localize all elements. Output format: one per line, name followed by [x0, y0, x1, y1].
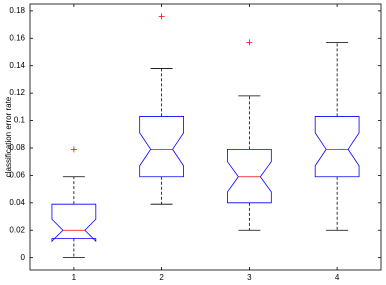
y-tick-label: 0.18 [9, 6, 25, 15]
notched-box [51, 203, 97, 243]
x-tick-label: 3 [247, 273, 252, 282]
outlier [158, 13, 165, 20]
x-tick-label: 2 [159, 273, 164, 282]
x-tick-label: 4 [335, 273, 340, 282]
outlier [246, 39, 253, 46]
notched-box [227, 148, 272, 204]
notched-box [314, 116, 360, 178]
y-tick-label: 0 [21, 253, 26, 262]
axes-box [29, 3, 382, 271]
outlier [70, 146, 77, 153]
y-tick-label: 0.08 [9, 143, 25, 152]
y-tick-label: 0.06 [9, 171, 25, 180]
notched-box [139, 116, 184, 178]
y-tick-label: 0.14 [9, 61, 25, 70]
y-tick-label: 0.12 [9, 88, 25, 97]
y-tick-label: 0.1 [14, 116, 26, 125]
y-tick-label: 0.04 [9, 198, 25, 207]
x-tick-label: 1 [72, 273, 77, 282]
y-axis-label: classification error rate [4, 96, 13, 177]
y-tick-label: 0.02 [9, 225, 25, 234]
y-tick-label: 0.16 [9, 33, 25, 42]
